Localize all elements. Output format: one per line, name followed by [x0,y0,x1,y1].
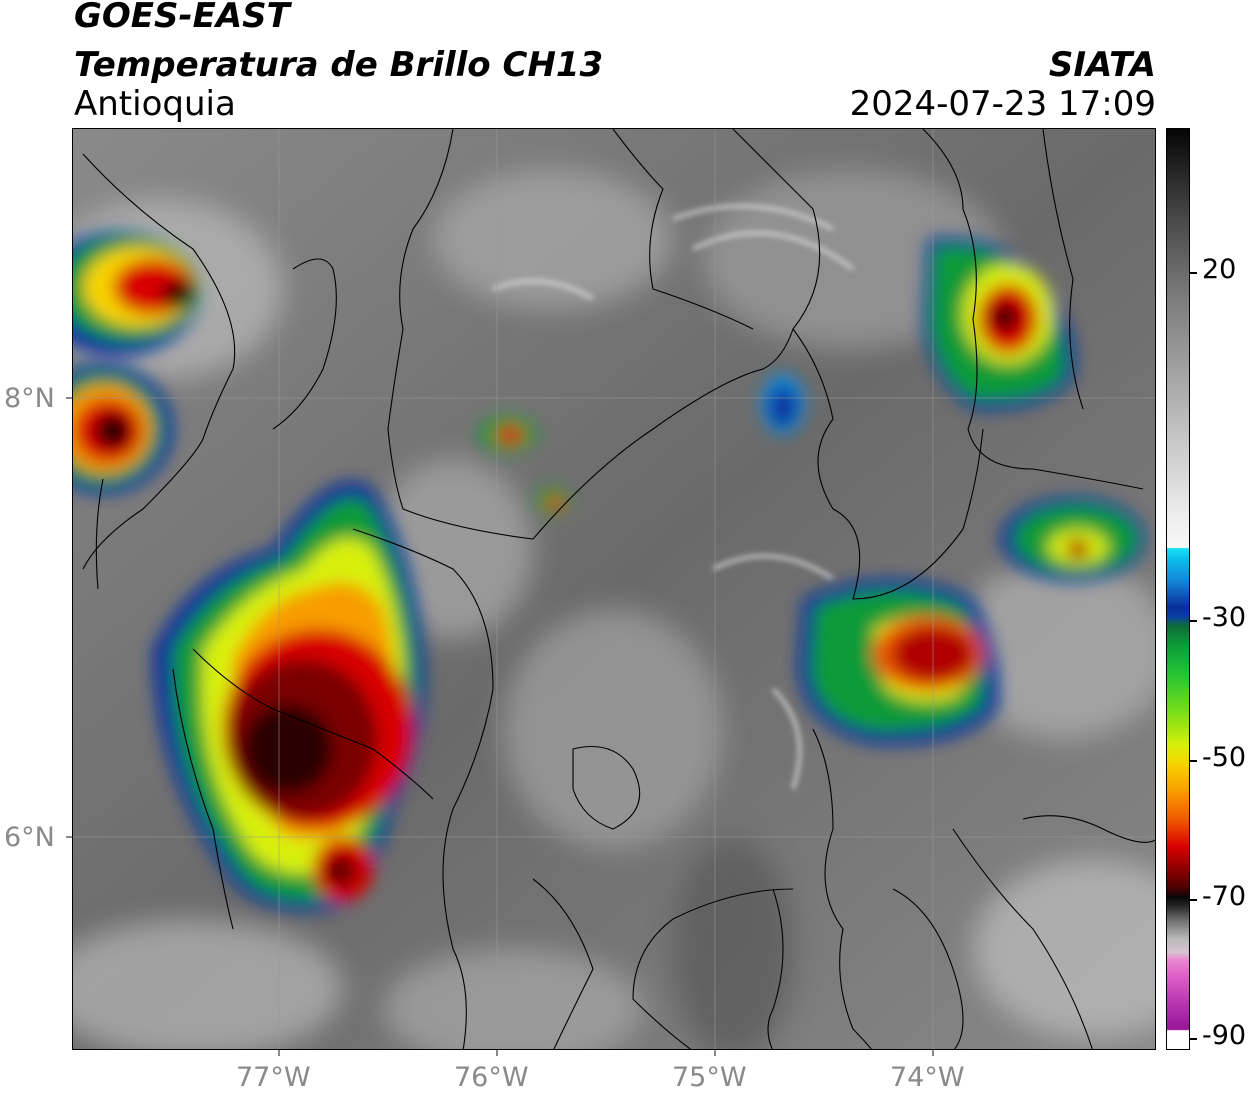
storm-west-edge [73,232,198,494]
lat-tick-8n [66,397,72,399]
storm-east-center [798,579,999,745]
lon-label-75w: 75°W [672,1062,747,1093]
lon-tick-77w [278,1050,280,1056]
colorbar-tick-minus30 [1190,620,1197,622]
region-title: Antioquia [74,84,236,124]
warm-cloud-patches [73,169,1155,1049]
temperature-colorbar [1166,128,1190,1050]
lon-tick-75w [714,1050,716,1056]
colorbar-label-minus90: -90 [1202,1020,1247,1051]
lon-tick-76w [496,1050,498,1056]
lat-label-6n: 6°N [4,822,55,853]
storm-northeast [480,237,1145,581]
colorbar-tick-20 [1190,272,1197,274]
organization-label: SIATA [1048,45,1156,85]
lon-label-76w: 76°W [454,1062,529,1093]
boundary-lines [82,129,1155,1049]
colorbar-label-minus70: -70 [1202,881,1247,912]
datetime-label: 2024-07-23 17:09 [849,84,1156,124]
satellite-title: GOES-EAST [74,0,290,36]
lat-tick-6n [66,836,72,838]
colorbar-tick-minus70 [1190,899,1197,901]
colorbar-label-20: 20 [1202,254,1237,285]
lat-label-8n: 8°N [4,383,55,414]
colorbar-label-minus50: -50 [1202,742,1247,773]
colorbar-label-minus30: -30 [1202,602,1247,633]
lon-label-74w: 74°W [890,1062,965,1093]
cirrus-streaks [492,204,855,790]
product-title: Temperatura de Brillo CH13 [74,45,604,85]
storm-west-center [153,481,425,911]
map-imagery [73,129,1155,1049]
lon-label-77w: 77°W [236,1062,311,1093]
graticule [73,129,1155,1049]
colorbar-tick-minus90 [1190,1038,1197,1040]
satellite-map[interactable] [72,128,1156,1050]
lon-tick-74w [932,1050,934,1056]
colorbar-tick-minus50 [1190,760,1197,762]
